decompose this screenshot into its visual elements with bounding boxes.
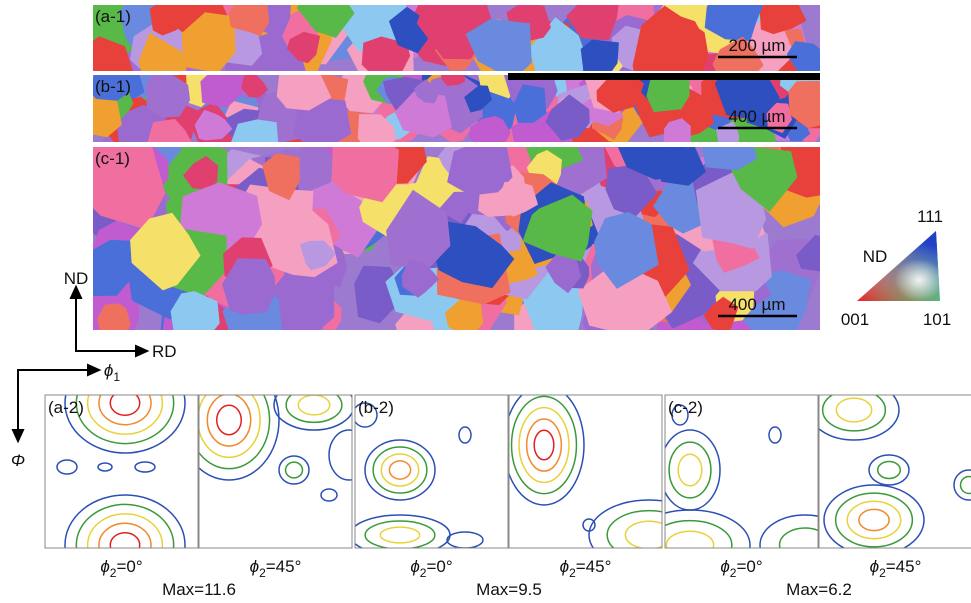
contour xyxy=(954,470,971,500)
scale-bar-label: 200 µm xyxy=(728,36,785,55)
contour xyxy=(110,391,139,416)
scale-bar-label: 400 µm xyxy=(728,295,785,314)
symbol: ϕ xyxy=(410,557,419,576)
subscript: 1 xyxy=(113,370,120,384)
axis-rd: RD xyxy=(152,342,177,361)
contour xyxy=(666,531,713,559)
section-label: ϕ2=0° xyxy=(410,557,452,580)
contour xyxy=(512,396,577,493)
contour xyxy=(110,533,139,558)
panel-label: (a-1) xyxy=(95,7,131,26)
section-value: =0° xyxy=(116,557,142,576)
ipf-101: 101 xyxy=(923,310,951,329)
odf-section xyxy=(630,405,850,580)
ipf-111: 111 xyxy=(917,207,943,226)
section-label: ϕ2=45° xyxy=(560,557,612,580)
axis-Phi: Φ xyxy=(11,451,25,470)
panel-label: (b-1) xyxy=(95,77,131,96)
section-value: =45° xyxy=(886,557,922,576)
contour xyxy=(389,461,410,479)
contour xyxy=(669,442,711,498)
odf-frame xyxy=(355,395,508,548)
section-value: =45° xyxy=(576,557,612,576)
contour xyxy=(447,532,483,548)
symbol: ϕ xyxy=(100,557,109,576)
contour xyxy=(179,360,279,480)
odf-frame xyxy=(509,395,662,548)
contour xyxy=(678,454,702,486)
contour xyxy=(780,528,831,562)
contour xyxy=(207,394,250,446)
section-label: ϕ2=0° xyxy=(100,557,142,580)
contour xyxy=(365,440,435,500)
map-gap xyxy=(508,73,820,80)
contour xyxy=(98,463,112,471)
contour xyxy=(859,509,889,530)
grain xyxy=(466,19,532,80)
odf-section xyxy=(179,360,369,501)
ipf-001: 001 xyxy=(841,310,869,329)
contour xyxy=(769,427,781,443)
max-label: Max=9.5 xyxy=(476,580,542,599)
contour xyxy=(648,521,732,570)
contour xyxy=(135,462,155,472)
contour xyxy=(329,430,369,480)
contour xyxy=(961,477,971,494)
contour xyxy=(298,395,330,415)
section-value: =45° xyxy=(266,557,302,576)
section-value: =0° xyxy=(426,557,452,576)
symbol: ϕ xyxy=(250,557,259,576)
odf-frame xyxy=(199,395,352,548)
section-label: ϕ2=0° xyxy=(720,557,762,580)
symbol: ϕ xyxy=(560,557,569,576)
section-label: ϕ2=45° xyxy=(870,557,922,580)
figure: (a-1) 200 µm (b-1) 400 µm (c-1) 400 µm ND 111 00… xyxy=(0,0,971,603)
contour xyxy=(534,430,554,459)
section-label: ϕ2=45° xyxy=(250,557,302,580)
max-label: Max=11.6 xyxy=(162,580,236,599)
contour xyxy=(217,405,242,434)
panel-label: (c-2) xyxy=(668,398,703,417)
odf-section xyxy=(809,380,971,555)
axis-nd: ND xyxy=(64,269,89,288)
contour xyxy=(365,521,435,549)
contour xyxy=(279,456,309,484)
contour xyxy=(869,455,909,485)
symbol: ϕ xyxy=(104,361,113,380)
contour xyxy=(459,427,471,443)
ipf-axis: ND xyxy=(863,247,888,266)
panel-label: (b-2) xyxy=(358,398,394,417)
axis-phi1: ϕ1 xyxy=(104,361,120,384)
panel-label: (a-2) xyxy=(48,398,84,417)
panel-label: (c-1) xyxy=(95,149,130,168)
contour xyxy=(99,381,151,424)
contour xyxy=(286,388,342,423)
ipf-legend xyxy=(857,231,940,301)
section-value: =0° xyxy=(736,557,762,576)
odf-section xyxy=(350,403,483,555)
contour xyxy=(878,462,901,479)
contour xyxy=(504,385,584,505)
contour xyxy=(286,462,303,478)
contour xyxy=(188,371,269,468)
contour xyxy=(321,489,337,501)
symbol: ϕ xyxy=(870,557,879,576)
max-label: Max=6.2 xyxy=(786,580,852,599)
contour xyxy=(381,454,418,486)
ebsd-map xyxy=(61,111,847,363)
contour xyxy=(527,419,562,471)
contour xyxy=(836,398,871,422)
grain xyxy=(447,138,512,195)
symbol: ϕ xyxy=(720,557,729,576)
contour xyxy=(57,460,77,474)
contour xyxy=(824,485,924,555)
contour xyxy=(380,527,419,543)
contour xyxy=(607,511,691,560)
scale-bar-label: 400 µm xyxy=(728,107,785,126)
contour xyxy=(847,501,900,538)
